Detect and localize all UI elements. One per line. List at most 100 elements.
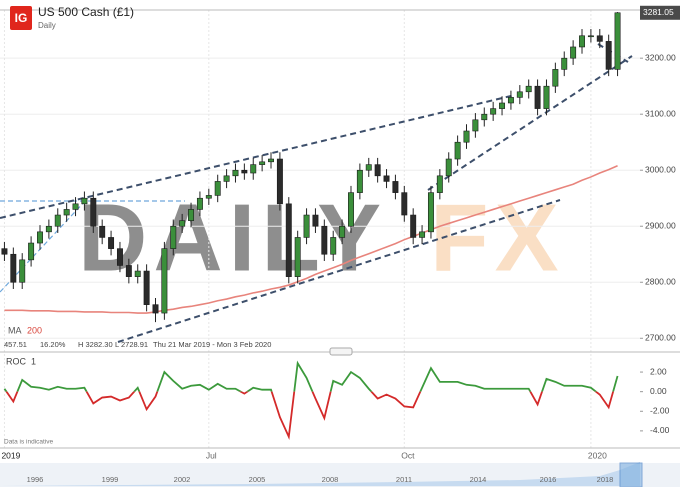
x-tick-label: Oct	[401, 450, 415, 460]
candle-body	[143, 270, 150, 305]
candle-body	[579, 35, 585, 48]
candle-body	[552, 69, 559, 87]
candle-body	[205, 195, 212, 199]
trend-line	[0, 94, 516, 219]
note: Data is indicative	[4, 439, 54, 446]
candle-body	[365, 164, 372, 171]
y-tick-label: 2800.00	[645, 277, 676, 287]
candle-body	[534, 85, 541, 109]
y-tick-label: 3100.00	[645, 108, 676, 118]
candle-body	[125, 265, 132, 277]
candle-body	[37, 231, 43, 244]
candle-body	[561, 57, 568, 70]
navigator-year: 2008	[322, 475, 339, 484]
candle-body	[605, 41, 612, 70]
candle-body	[116, 248, 123, 266]
candle-body	[463, 130, 470, 143]
grid	[0, 10, 640, 448]
candle-body	[490, 108, 497, 115]
candle-body	[419, 231, 426, 238]
candle-body	[250, 164, 257, 174]
interval: Daily	[38, 21, 56, 30]
y-tick-label: 2.00	[650, 366, 667, 376]
navigator-year: 1996	[27, 475, 44, 484]
trend-line	[0, 197, 89, 293]
watermark-right: FX	[430, 184, 565, 291]
candle-body	[268, 158, 274, 163]
candle-body	[410, 214, 417, 238]
candle-body	[499, 102, 506, 109]
candle-body	[392, 181, 399, 193]
candle-body	[436, 175, 443, 193]
candle-body	[472, 119, 479, 132]
candle-body	[63, 209, 70, 216]
candle-body	[99, 225, 106, 238]
panel-handle[interactable]	[329, 347, 353, 356]
axis-panel	[640, 0, 680, 460]
candle-body	[543, 85, 550, 109]
candle-body	[152, 304, 159, 314]
candle-body	[454, 141, 461, 160]
candle-body	[19, 259, 26, 283]
candle-body	[1, 248, 8, 255]
candle-body	[161, 248, 168, 314]
candle-body	[312, 214, 319, 227]
candle-body	[481, 113, 488, 121]
candle-body	[241, 169, 248, 174]
candle-body	[570, 46, 577, 59]
info-low: L 2728.91	[115, 340, 148, 349]
candle-body	[72, 203, 79, 210]
candle-body	[28, 242, 35, 261]
candle-body	[232, 169, 239, 177]
candle-body	[276, 158, 283, 205]
info-high: H 3282.30	[78, 340, 113, 349]
y-tick-label: 3000.00	[645, 164, 676, 174]
candle-body	[294, 237, 301, 277]
candle-body	[614, 12, 621, 70]
price-tag-label: 3281.05	[643, 7, 674, 17]
roc-panel: -4.00 -2.00 0.00 2.00	[3, 360, 670, 441]
x-tick-label: 2019	[1, 450, 20, 460]
candle-body	[108, 237, 115, 249]
candle-body	[348, 192, 354, 227]
candle-body	[427, 192, 434, 233]
candle-body	[339, 225, 346, 238]
ma-line	[4, 165, 618, 314]
trend-line	[117, 199, 561, 343]
candle-body	[303, 214, 310, 238]
candle-body	[525, 85, 532, 93]
candle-body	[259, 161, 266, 165]
candle-body	[54, 214, 61, 227]
candle-body	[330, 237, 337, 255]
navigator-area	[0, 462, 640, 486]
candle-body	[188, 209, 195, 221]
y-tick-label: 0.00	[650, 386, 667, 396]
navigator-years: 1996 1999 2002 2005 2008 2011 2014 2016 2018	[27, 475, 614, 484]
price-tag	[640, 5, 680, 20]
trend-line	[597, 43, 629, 63]
date-axis: 2019 Jul Oct 2020	[1, 450, 607, 460]
candle-body	[134, 270, 141, 277]
info-change: 457.51	[4, 340, 27, 349]
y-tick-label: 2700.00	[645, 333, 676, 343]
roc-title: ROC	[6, 356, 27, 366]
x-tick-label: 2020	[588, 450, 607, 460]
instrument-title: US 500 Cash (£1)	[38, 5, 134, 19]
price-axis: 2700.00 2800.00 2900.00 3000.00 3100.00 3200.…	[640, 5, 680, 343]
info-change-pct: 16.20%	[40, 340, 66, 349]
navigator-window[interactable]	[619, 462, 643, 487]
navigator-year: 1999	[102, 475, 119, 484]
y-tick-label: 3200.00	[645, 52, 676, 62]
y-tick-label: 2900.00	[645, 220, 676, 230]
candle-body	[445, 158, 452, 177]
trend-line	[427, 55, 633, 191]
navigator-year: 2018	[597, 475, 614, 484]
navigator-year: 2005	[249, 475, 266, 484]
candle-body	[321, 225, 328, 255]
y-tick-label: -4.00	[650, 425, 670, 435]
y-tick-label: -2.00	[650, 406, 670, 416]
candle-body	[170, 225, 177, 249]
logo-text: IG	[15, 11, 28, 25]
candle-body	[596, 35, 603, 42]
